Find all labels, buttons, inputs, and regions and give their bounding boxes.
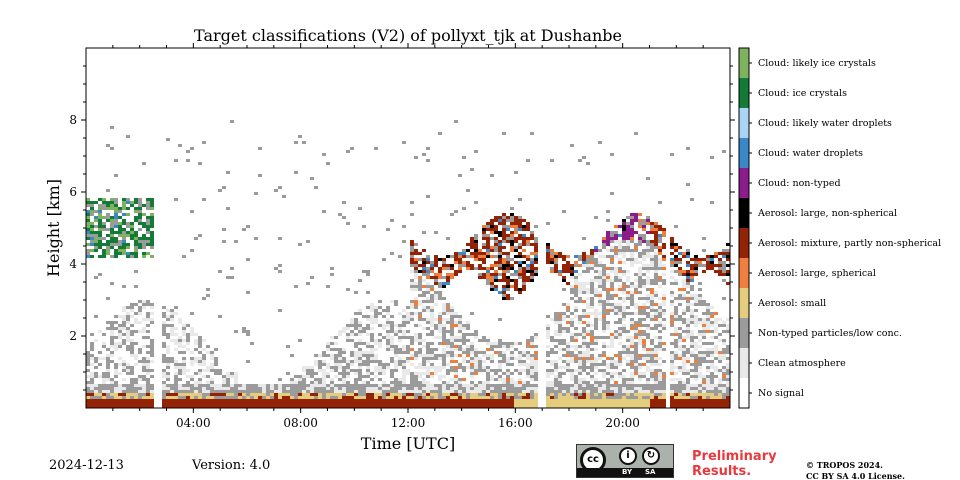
- person-icon: i: [619, 447, 637, 465]
- license-strip: BY SA: [577, 468, 673, 477]
- by-label: BY: [622, 468, 633, 476]
- x-axis-label: Time [UTC]: [361, 434, 455, 453]
- x-tick-label: 08:00: [283, 416, 318, 430]
- colorbar-swatch: [739, 258, 749, 288]
- x-tick-label: 20:00: [605, 416, 640, 430]
- colorbar-label: Aerosol: small: [757, 298, 826, 309]
- date-label: 2024-12-13: [49, 458, 124, 473]
- x-axis: 04:00 08:00 12:00 16:00 20:00: [112, 43, 704, 430]
- colorbar-label: Cloud: water droplets: [758, 148, 863, 159]
- colorbar-swatch: [739, 348, 749, 378]
- colorbar-swatch: [739, 48, 749, 78]
- preliminary-line-2: Results.: [692, 464, 752, 479]
- colorbar-label: No signal: [758, 388, 804, 399]
- sa-label: SA: [645, 468, 656, 476]
- colorbar-label: Aerosol: large, spherical: [757, 268, 876, 279]
- colorbar-swatch: [739, 138, 749, 168]
- copyright-line-1: © TROPOS 2024.: [806, 460, 883, 470]
- copyright-note: © TROPOS 2024. CC BY SA 4.0 License.: [806, 460, 905, 480]
- preliminary-line-1: Preliminary: [692, 449, 777, 464]
- colorbar-label: Cloud: likely water droplets: [758, 118, 892, 129]
- colorbar-label: Cloud: likely ice crystals: [758, 58, 876, 69]
- colorbar-swatch: [739, 78, 749, 108]
- share-alike-icon: ↻: [642, 447, 660, 465]
- colorbar: No signal Clean atmosphere Non-typed parti…: [738, 47, 941, 409]
- colorbar-label: Aerosol: mixture, partly non-spherical: [757, 238, 941, 249]
- preliminary-results-label: Preliminary Results.: [692, 449, 777, 479]
- colorbar-label: Cloud: ice crystals: [758, 88, 847, 99]
- x-tick-label: 16:00: [498, 416, 533, 430]
- colorbar-swatch: [739, 198, 749, 228]
- y-tick-label: 8: [69, 113, 77, 127]
- y-tick-label: 2: [69, 329, 77, 343]
- y-tick-label: 4: [69, 257, 77, 271]
- cc-license-badge: cc i ↻ BY SA: [576, 444, 674, 478]
- colorbar-swatch: [739, 318, 749, 348]
- heatmap-cells: [86, 120, 730, 408]
- colorbar-label: Non-typed particles/low conc.: [758, 328, 902, 339]
- y-tick-label: 6: [69, 185, 77, 199]
- x-tick-label: 12:00: [391, 416, 426, 430]
- colorbar-swatch: [739, 168, 749, 198]
- copyright-line-2: CC BY SA 4.0 License.: [806, 471, 905, 480]
- colorbar-frame: [738, 47, 750, 409]
- y-axis: 2 4 6 8: [69, 65, 735, 391]
- colorbar-label: Aerosol: large, non-spherical: [757, 208, 897, 219]
- colorbar-swatch: [739, 378, 749, 408]
- colorbar-swatch: [739, 108, 749, 138]
- colorbar-label: Cloud: non-typed: [758, 178, 841, 189]
- colorbar-label: Clean atmosphere: [758, 358, 846, 369]
- colorbar-swatch: [739, 228, 749, 258]
- colorbar-swatch: [739, 288, 749, 318]
- version-label: Version: 4.0: [192, 458, 271, 473]
- y-axis-label: Height [km]: [44, 179, 63, 277]
- chart-title: Target classifications (V2) of pollyxt_t…: [194, 26, 622, 45]
- x-tick-label: 04:00: [176, 416, 211, 430]
